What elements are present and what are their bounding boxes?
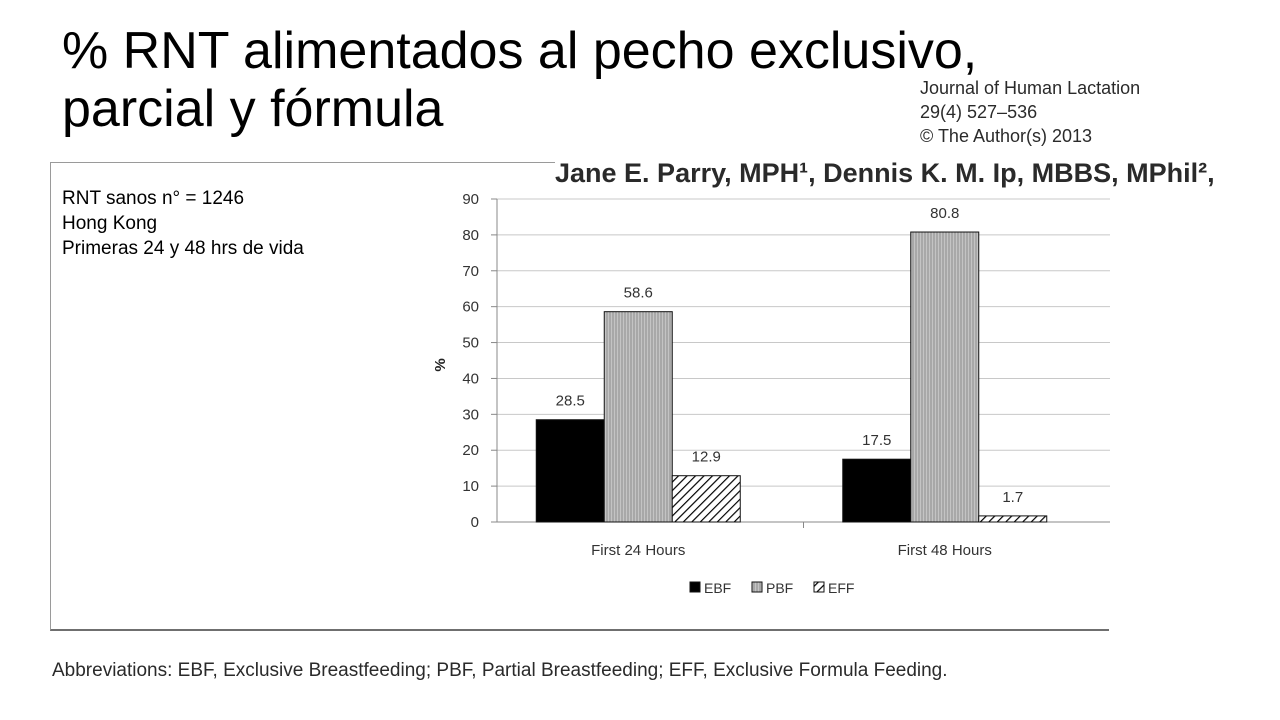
y-tick-label: 40 xyxy=(462,370,479,387)
x-tick-label: First 24 Hours xyxy=(591,542,685,559)
authors-text: Jane E. Parry, MPH¹, Dennis K. M. Ip, MB… xyxy=(555,158,1215,188)
legend-swatch-ebf xyxy=(689,581,701,593)
title-line-1: % RNT alimentados al pecho exclusivo, xyxy=(62,22,978,80)
data-labels: 28.5 58.6 12.9 17.5 80.8 1.7 xyxy=(556,205,1024,506)
study-info: RNT sanos n° = 1246 Hong Kong Primeras 2… xyxy=(62,186,402,261)
y-tick-label: 50 xyxy=(462,335,479,352)
legend-label-eff: EFF xyxy=(828,580,854,596)
study-period: Primeras 24 y 48 hrs de vida xyxy=(62,238,304,259)
data-label: 1.7 xyxy=(1002,489,1023,506)
data-label: 28.5 xyxy=(556,393,585,410)
journal-name: Journal of Human Lactation xyxy=(920,78,1141,98)
x-tick-label: First 48 Hours xyxy=(898,542,992,559)
title-line-2: parcial y fórmula xyxy=(62,80,444,138)
slide-title: % RNT alimentados al pecho exclusivo, pa… xyxy=(62,22,1122,138)
legend-swatch-eff xyxy=(813,581,825,593)
bar-ebf xyxy=(842,458,912,523)
data-label: 58.6 xyxy=(624,285,653,302)
study-location: Hong Kong xyxy=(62,213,158,234)
legend-swatch-pbf xyxy=(751,581,763,593)
bar-chart: 0 10 20 30 40 50 60 70 80 90 First 24 Hours First 4… xyxy=(432,191,1110,596)
authors-line: Jane E. Parry, MPH¹, Dennis K. M. Ip, MB… xyxy=(555,150,1245,196)
y-tick-label: 60 xyxy=(462,299,479,316)
abbreviations-note: Abbreviations: EBF, Exclusive Breastfeed… xyxy=(52,660,948,681)
bar-ebf xyxy=(535,419,605,523)
bar-pbf xyxy=(910,231,980,523)
y-tick-label: 30 xyxy=(462,406,479,423)
bar-eff xyxy=(978,515,1048,523)
y-tick-label: 70 xyxy=(462,263,479,280)
study-sample-size: RNT sanos n° = 1246 xyxy=(62,188,245,209)
y-tick-label: 90 xyxy=(462,191,479,208)
legend: EBF PBF EFF xyxy=(689,580,854,596)
y-tick-label: 10 xyxy=(462,478,479,495)
journal-volume: 29(4) 527–536 xyxy=(920,102,1038,122)
legend-label-ebf: EBF xyxy=(704,580,731,596)
y-axis-label: % xyxy=(432,358,449,371)
bar-pbf xyxy=(603,311,673,523)
journal-copyright: © The Author(s) 2013 xyxy=(920,126,1093,146)
bar-eff xyxy=(671,475,741,523)
bars xyxy=(535,231,1048,523)
data-label: 17.5 xyxy=(862,432,891,449)
axes: 0 10 20 30 40 50 60 70 80 90 First 24 Hours First 4… xyxy=(462,191,1110,559)
data-label: 80.8 xyxy=(930,205,959,222)
y-tick-label: 80 xyxy=(462,227,479,244)
y-tick-label: 0 xyxy=(471,514,479,531)
legend-label-pbf: PBF xyxy=(766,580,793,596)
data-label: 12.9 xyxy=(692,449,721,466)
journal-reference: Journal of Human Lactation 29(4) 527–536… xyxy=(920,76,1220,148)
y-tick-label: 20 xyxy=(462,442,479,459)
